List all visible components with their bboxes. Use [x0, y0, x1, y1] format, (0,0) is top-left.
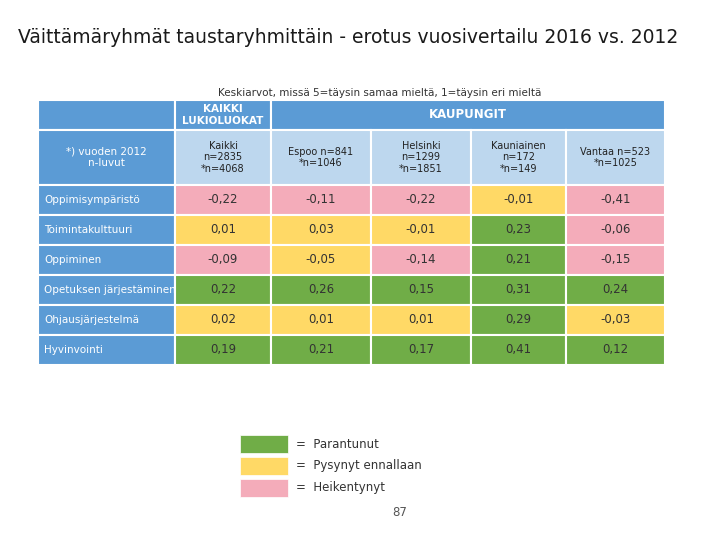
Bar — [240, 435, 288, 453]
Text: 0,21: 0,21 — [308, 343, 334, 356]
Text: 0,17: 0,17 — [408, 343, 434, 356]
Text: 87: 87 — [392, 505, 408, 518]
Bar — [175, 275, 271, 305]
Bar — [566, 335, 665, 365]
Text: -0,11: -0,11 — [306, 193, 336, 206]
Text: =  Heikentynyt: = Heikentynyt — [296, 482, 385, 495]
Bar — [471, 245, 566, 275]
Bar — [175, 305, 271, 335]
Text: -0,06: -0,06 — [600, 224, 631, 237]
Text: Ohjausjärjestelmä: Ohjausjärjestelmä — [44, 315, 139, 325]
Text: Kauniainen
n=172
*n=149: Kauniainen n=172 *n=149 — [491, 141, 546, 174]
Text: Kaikki
n=2835
*n=4068: Kaikki n=2835 *n=4068 — [201, 141, 245, 174]
Bar — [471, 215, 566, 245]
Bar — [566, 245, 665, 275]
Bar — [38, 245, 175, 275]
Text: 0,21: 0,21 — [505, 253, 531, 267]
Bar — [371, 335, 471, 365]
Bar — [240, 457, 288, 475]
Text: -0,15: -0,15 — [600, 253, 631, 267]
Bar — [271, 335, 371, 365]
Bar — [566, 215, 665, 245]
Text: =  Parantunut: = Parantunut — [296, 437, 379, 450]
Text: Toimintakulttuuri: Toimintakulttuuri — [44, 225, 132, 235]
Text: Väittämäryhmät taustaryhmittäin - erotus vuosivertailu 2016 vs. 2012: Väittämäryhmät taustaryhmittäin - erotus… — [18, 28, 678, 47]
Text: 0,02: 0,02 — [210, 314, 236, 327]
Bar — [371, 245, 471, 275]
Text: -0,01: -0,01 — [406, 224, 436, 237]
Text: -0,09: -0,09 — [208, 253, 238, 267]
Text: 0,19: 0,19 — [210, 343, 236, 356]
Bar — [38, 215, 175, 245]
Text: -0,41: -0,41 — [600, 193, 631, 206]
Text: -0,01: -0,01 — [503, 193, 534, 206]
Bar — [175, 185, 271, 215]
Text: 0,12: 0,12 — [603, 343, 629, 356]
Text: KAUPUNGIT: KAUPUNGIT — [429, 109, 507, 122]
Text: 0,24: 0,24 — [603, 284, 629, 296]
Bar — [38, 305, 175, 335]
Bar — [271, 185, 371, 215]
Bar — [271, 305, 371, 335]
Bar — [175, 215, 271, 245]
Bar — [471, 130, 566, 185]
Text: Oppimisympäristö: Oppimisympäristö — [44, 195, 140, 205]
Bar — [471, 335, 566, 365]
Bar — [175, 100, 271, 130]
Text: 0,01: 0,01 — [308, 314, 334, 327]
Bar — [38, 185, 175, 215]
Text: -0,03: -0,03 — [600, 314, 631, 327]
Bar — [240, 479, 288, 497]
Bar — [371, 275, 471, 305]
Bar — [566, 185, 665, 215]
Bar — [271, 100, 665, 130]
Text: 0,22: 0,22 — [210, 284, 236, 296]
Text: 0,23: 0,23 — [505, 224, 531, 237]
Text: Keskiarvot, missä 5=täysin samaa mieltä, 1=täysin eri mieltä: Keskiarvot, missä 5=täysin samaa mieltä,… — [218, 88, 541, 98]
Text: Opetuksen järjestäminen: Opetuksen järjestäminen — [44, 285, 176, 295]
Bar — [38, 335, 175, 365]
Text: 0,26: 0,26 — [308, 284, 334, 296]
Text: 0,03: 0,03 — [308, 224, 334, 237]
Bar — [175, 130, 271, 185]
Bar — [371, 130, 471, 185]
Bar — [271, 130, 371, 185]
Bar — [271, 275, 371, 305]
Text: 0,41: 0,41 — [505, 343, 531, 356]
Bar — [371, 215, 471, 245]
Bar — [471, 185, 566, 215]
Bar — [175, 245, 271, 275]
Bar — [175, 335, 271, 365]
Text: 0,29: 0,29 — [505, 314, 531, 327]
Text: -0,22: -0,22 — [208, 193, 238, 206]
Bar — [271, 215, 371, 245]
Bar — [271, 245, 371, 275]
Text: -0,22: -0,22 — [406, 193, 436, 206]
Text: Oppiminen: Oppiminen — [44, 255, 102, 265]
Bar — [38, 275, 175, 305]
Text: 0,15: 0,15 — [408, 284, 434, 296]
Bar — [471, 275, 566, 305]
Bar — [471, 305, 566, 335]
Bar — [371, 305, 471, 335]
Bar — [566, 130, 665, 185]
Text: *) vuoden 2012
n-luvut: *) vuoden 2012 n-luvut — [66, 147, 147, 168]
Text: Vantaa n=523
*n=1025: Vantaa n=523 *n=1025 — [580, 147, 651, 168]
Text: Espoo n=841
*n=1046: Espoo n=841 *n=1046 — [289, 147, 354, 168]
Text: -0,05: -0,05 — [306, 253, 336, 267]
Text: =  Pysynyt ennallaan: = Pysynyt ennallaan — [296, 460, 422, 472]
Text: 0,01: 0,01 — [408, 314, 434, 327]
Text: KAIKKI
LUKIOLUOKAT: KAIKKI LUKIOLUOKAT — [182, 104, 264, 126]
Text: 0,01: 0,01 — [210, 224, 236, 237]
Bar — [38, 100, 175, 130]
Text: 0,31: 0,31 — [505, 284, 531, 296]
Bar — [566, 275, 665, 305]
Text: Hyvinvointi: Hyvinvointi — [44, 345, 103, 355]
Bar — [566, 305, 665, 335]
Text: Helsinki
n=1299
*n=1851: Helsinki n=1299 *n=1851 — [399, 141, 443, 174]
Text: -0,14: -0,14 — [406, 253, 436, 267]
Bar — [371, 185, 471, 215]
Bar — [38, 130, 175, 185]
